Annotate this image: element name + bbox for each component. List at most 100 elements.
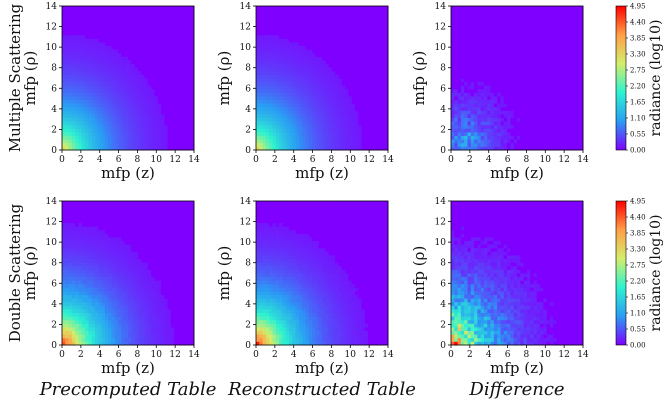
heatmap-cell — [471, 143, 475, 147]
heatmap-cell — [65, 82, 69, 86]
heatmap-cell — [547, 92, 551, 96]
heatmap-cell — [332, 92, 336, 96]
heatmap-cell — [309, 64, 313, 68]
heatmap-cell — [530, 96, 534, 100]
heatmap-cell — [102, 60, 106, 64]
heatmap-cell — [372, 53, 376, 57]
heatmap-cell — [72, 17, 76, 21]
heatmap-cell — [335, 17, 339, 21]
heatmap-cell — [507, 20, 511, 24]
heatmap-cell — [481, 67, 485, 71]
heatmap-cell — [302, 107, 306, 111]
heatmap-cell — [98, 28, 102, 32]
heatmap-cell — [145, 10, 149, 14]
heatmap-cell — [105, 121, 109, 125]
heatmap-cell — [279, 60, 283, 64]
heatmap-cell — [263, 71, 267, 75]
heatmap-cell — [510, 13, 514, 17]
heatmap-cell — [95, 92, 99, 96]
heatmap-cell — [322, 64, 326, 68]
heatmap-cell — [378, 132, 382, 136]
heatmap-cell — [547, 6, 551, 10]
heatmap-cell — [115, 121, 119, 125]
heatmap-cell — [187, 24, 191, 28]
heatmap-cell — [269, 96, 273, 100]
heatmap-cell — [269, 125, 273, 129]
heatmap-cell — [329, 92, 333, 96]
heatmap-cell — [105, 92, 109, 96]
heatmap-cell — [62, 241, 66, 245]
heatmap-cell — [263, 53, 267, 57]
heatmap-cell — [65, 10, 69, 14]
heatmap-cell — [92, 125, 96, 129]
heatmap-cell — [286, 110, 290, 114]
heatmap-cell — [335, 114, 339, 118]
heatmap-cell — [65, 284, 69, 288]
heatmap-cell — [573, 28, 577, 32]
heatmap-cell — [82, 128, 86, 132]
heatmap-cell — [154, 100, 158, 104]
heatmap-cell — [138, 42, 142, 46]
heatmap-cell — [315, 53, 319, 57]
heatmap-cell — [75, 35, 79, 39]
heatmap-cell — [520, 118, 524, 122]
y-tick-label: 8 — [51, 64, 57, 74]
heatmap-cell — [128, 46, 132, 50]
heatmap-cell — [537, 53, 541, 57]
heatmap-cell — [510, 35, 514, 39]
heatmap-cell — [517, 100, 521, 104]
heatmap-cell — [88, 89, 92, 93]
heatmap-cell — [105, 6, 109, 10]
heatmap-cell — [95, 42, 99, 46]
heatmap-cell — [286, 74, 290, 78]
heatmap-cell — [115, 92, 119, 96]
heatmap-cell — [507, 74, 511, 78]
heatmap-cell — [174, 20, 178, 24]
heatmap-cell — [65, 35, 69, 39]
heatmap-cell — [154, 49, 158, 53]
heatmap-cell — [332, 42, 336, 46]
heatmap-cell — [339, 38, 343, 42]
heatmap-cell — [118, 82, 122, 86]
heatmap-cell — [474, 132, 478, 136]
heatmap-cell — [517, 82, 521, 86]
heatmap-cell — [62, 262, 66, 266]
heatmap-cell — [158, 53, 162, 57]
heatmap-cell — [530, 110, 534, 114]
heatmap-cell — [355, 107, 359, 111]
heatmap-cell — [161, 46, 165, 50]
heatmap-cell — [378, 121, 382, 125]
heatmap-cell — [335, 20, 339, 24]
heatmap-cell — [520, 71, 524, 75]
heatmap-cell — [372, 17, 376, 21]
heatmap-cell — [315, 132, 319, 136]
heatmap-cell — [563, 103, 567, 107]
heatmap-cell — [282, 60, 286, 64]
heatmap-cell — [178, 67, 182, 71]
heatmap-cell — [181, 128, 185, 132]
heatmap-cell — [164, 96, 168, 100]
heatmap-cell — [141, 46, 145, 50]
heatmap-cell — [563, 71, 567, 75]
heatmap-cell — [375, 13, 379, 17]
heatmap-cell — [560, 71, 564, 75]
heatmap-cell — [125, 114, 129, 118]
heatmap-cell — [537, 107, 541, 111]
heatmap-cell — [141, 121, 145, 125]
heatmap-cell — [520, 125, 524, 129]
heatmap-cell — [527, 64, 531, 68]
heatmap-cell — [547, 53, 551, 57]
heatmap-cell — [92, 103, 96, 107]
heatmap-cell — [75, 89, 79, 93]
heatmap-cell — [458, 107, 462, 111]
heatmap-cell — [520, 53, 524, 57]
heatmap-cell — [335, 28, 339, 32]
heatmap-cell — [115, 132, 119, 136]
heatmap-cell — [128, 67, 132, 71]
heatmap-cell — [534, 89, 538, 93]
heatmap-cell — [557, 82, 561, 86]
heatmap-cell — [342, 143, 346, 147]
heatmap-cell — [98, 78, 102, 82]
heatmap-cell — [102, 132, 106, 136]
heatmap-cell — [468, 56, 472, 60]
